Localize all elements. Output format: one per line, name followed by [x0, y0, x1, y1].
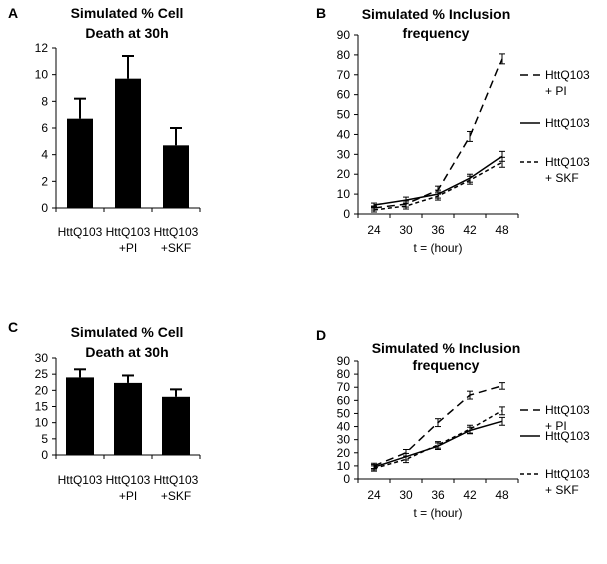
- chart-b-title: frequency: [403, 25, 470, 41]
- chart-b-x-tick-label: 24: [367, 223, 381, 237]
- chart-a-y-tick-label: 0: [41, 201, 48, 215]
- chart-d-y-tick-label: 10: [337, 459, 351, 473]
- chart-d-legend-label: HttQ103: [545, 467, 590, 481]
- chart-d-legend-label: + SKF: [545, 483, 579, 497]
- chart-a-category-label: +PI: [119, 241, 137, 255]
- chart-c-category-label: HttQ103: [106, 473, 151, 487]
- chart-b-y-tick-label: 30: [337, 147, 351, 161]
- chart-b-x-tick-label: 48: [495, 223, 509, 237]
- chart-b-legend-label: HttQ103: [545, 155, 590, 169]
- chart-b-y-tick-label: 20: [337, 167, 351, 181]
- chart-d-y-tick-label: 30: [337, 433, 351, 447]
- chart-c-y-tick-label: 5: [41, 432, 48, 446]
- chart-c-category-label: HttQ103: [58, 473, 103, 487]
- chart-b: Simulated % Inclusion frequency 0 10 20 30 40 5…: [337, 6, 590, 255]
- panel-letter-b: B: [316, 5, 326, 21]
- chart-d-y-tick-label: 0: [343, 472, 350, 486]
- panel-letter-c: C: [8, 319, 18, 335]
- chart-d-title: frequency: [413, 357, 480, 373]
- chart-d-x-tick-label: 36: [431, 488, 445, 502]
- chart-d-x-axis-label: t = (hour): [413, 506, 462, 520]
- chart-d-legend-label: HttQ103: [545, 403, 590, 417]
- chart-d-y-tick-label: 50: [337, 406, 351, 420]
- chart-c-y-tick-label: 25: [35, 367, 49, 381]
- chart-c-bar: [66, 377, 94, 455]
- chart-d-y-tick-label: 70: [337, 380, 351, 394]
- chart-b-legend-label: HttQ103: [545, 68, 590, 82]
- chart-d-y-tick-label: 80: [337, 367, 351, 381]
- chart-a-y-tick-label: 6: [41, 121, 48, 135]
- chart-b-x-tick-label: 30: [399, 223, 413, 237]
- chart-b-y-tick-label: 70: [337, 68, 351, 82]
- chart-d-series-line: [373, 410, 503, 470]
- chart-b-y-tick-label: 60: [337, 88, 351, 102]
- chart-a-category-label: +SKF: [161, 241, 191, 255]
- chart-a-category-label: HttQ103: [58, 225, 103, 239]
- chart-a-title: Death at 30h: [85, 25, 168, 41]
- chart-a-y-tick-label: 12: [35, 41, 49, 55]
- chart-b-x-axis-label: t = (hour): [413, 241, 462, 255]
- chart-c-y-tick-label: 0: [41, 448, 48, 462]
- chart-b-y-tick-label: 10: [337, 187, 351, 201]
- chart-a-y-tick-label: 2: [41, 174, 48, 188]
- chart-d-x-tick-label: 42: [463, 488, 477, 502]
- chart-d-x-tick-label: 48: [495, 488, 509, 502]
- chart-a-y-tick-label: 4: [41, 148, 48, 162]
- chart-c-bar: [114, 382, 142, 455]
- chart-c-category-label: +SKF: [161, 489, 191, 503]
- chart-a-bar: [67, 118, 93, 208]
- chart-d-y-tick-label: 60: [337, 393, 351, 407]
- chart-a-category-label: HttQ103: [106, 225, 151, 239]
- chart-c: Simulated % Cell Death at 30h 0 5 10 15 20 25 30…: [35, 324, 201, 503]
- chart-b-legend-label: + SKF: [545, 171, 579, 185]
- chart-b-x-tick-label: 42: [463, 223, 477, 237]
- chart-d-x-tick-label: 30: [399, 488, 413, 502]
- chart-c-y-tick-label: 10: [35, 416, 49, 430]
- chart-b-y-tick-label: 90: [337, 28, 351, 42]
- chart-c-y-tick-label: 30: [35, 351, 49, 365]
- chart-b-y-tick-label: 80: [337, 48, 351, 62]
- chart-c-title: Death at 30h: [85, 344, 168, 360]
- chart-d-x-tick-label: 24: [367, 488, 381, 502]
- chart-c-category-label: HttQ103: [154, 473, 199, 487]
- chart-c-y-tick-label: 15: [35, 400, 49, 414]
- panel-letter-d: D: [316, 327, 326, 343]
- chart-a-y-tick-label: 8: [41, 94, 48, 108]
- chart-a-y-tick-label: 10: [35, 68, 49, 82]
- chart-b-legend-label: HttQ103: [545, 116, 590, 130]
- chart-a-title: Simulated % Cell: [71, 5, 184, 21]
- chart-d-legend-label: HttQ103: [545, 429, 590, 443]
- chart-c-bar: [162, 396, 190, 455]
- chart-c-title: Simulated % Cell: [71, 324, 184, 340]
- chart-a-bar: [163, 145, 189, 208]
- chart-b-y-tick-label: 50: [337, 108, 351, 122]
- chart-a-category-label: HttQ103: [154, 225, 199, 239]
- chart-d-title: Simulated % Inclusion: [372, 340, 521, 356]
- chart-c-y-tick-label: 20: [35, 383, 49, 397]
- chart-d-y-tick-label: 90: [337, 354, 351, 368]
- chart-d-legend-label: + PI: [545, 419, 567, 433]
- panel-letter-a: A: [8, 5, 18, 21]
- chart-b-y-tick-label: 0: [343, 207, 350, 221]
- chart-d: Simulated % Inclusionfrequency0102030405…: [337, 340, 590, 520]
- chart-d-y-tick-label: 40: [337, 420, 351, 434]
- chart-b-y-tick-label: 40: [337, 127, 351, 141]
- chart-b-title: Simulated % Inclusion: [362, 6, 511, 22]
- chart-a: Simulated % Cell Death at 30h 0 2 4 6 8 10 12 Htt…: [35, 5, 201, 255]
- chart-b-legend-label: + PI: [545, 84, 567, 98]
- chart-d-y-tick-label: 20: [337, 446, 351, 460]
- chart-c-category-label: +PI: [119, 489, 137, 503]
- chart-a-bar: [115, 78, 141, 209]
- chart-b-x-tick-label: 36: [431, 223, 445, 237]
